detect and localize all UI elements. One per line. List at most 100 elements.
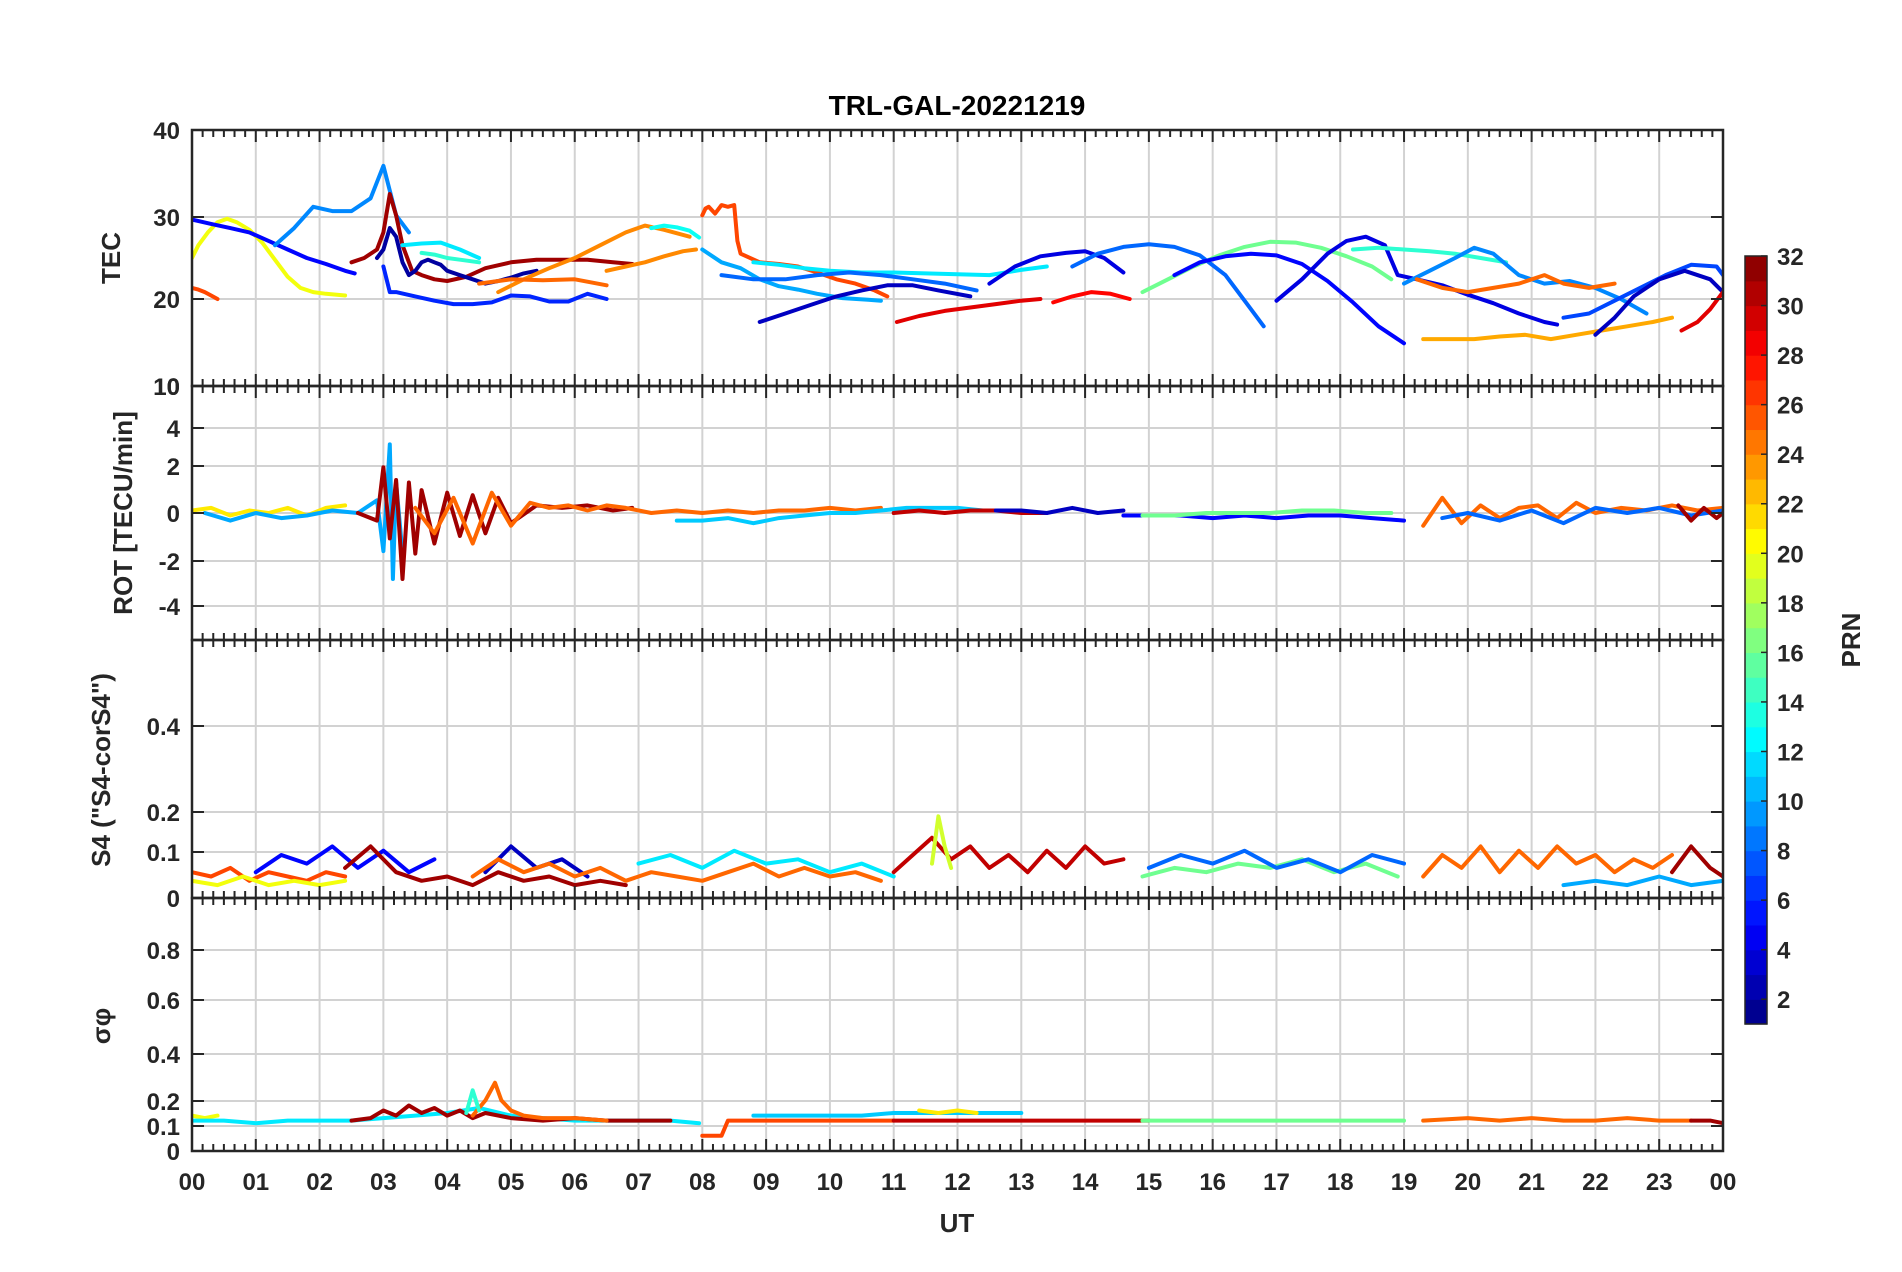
y-tick-label: 0.1 xyxy=(147,1114,180,1141)
colorbar-band xyxy=(1745,999,1767,1025)
colorbar-band xyxy=(1745,751,1767,777)
y-tick-label: 0.2 xyxy=(147,1089,180,1116)
x-tick-label: 00 xyxy=(1710,1169,1737,1196)
series-line-prn-12 xyxy=(636,848,896,879)
x-tick-label: 04 xyxy=(434,1169,461,1196)
colorbar-tick-label: 14 xyxy=(1777,690,1804,717)
x-axis: 00 01 02 03 04 05 06 07 08 09 10 11 12 13 14 15 16 17 18 19… xyxy=(179,1169,1737,1196)
series-line-prn-29 xyxy=(1679,290,1723,333)
series-line-prn-26 xyxy=(700,203,890,299)
panel-4: 0.8 0.6 0.4 0.20.10 σφ xyxy=(86,896,1725,1166)
series-line-prn-4 xyxy=(987,249,1126,286)
series-line-prn-20 xyxy=(192,216,348,298)
series-line-prn-3 xyxy=(993,505,1126,515)
colorbar-label: PRN xyxy=(1836,613,1866,668)
y-tick-label: 20 xyxy=(153,287,180,314)
colorbar-band xyxy=(1745,677,1767,703)
colorbar-band xyxy=(1745,627,1767,653)
series-line-prn-25 xyxy=(470,857,883,883)
colorbar-band xyxy=(1745,578,1767,604)
series-line-prn-11 xyxy=(674,505,985,526)
y-tick-label: 2 xyxy=(167,454,180,481)
colorbar-band xyxy=(1745,726,1767,753)
colorbar-tick-label: 8 xyxy=(1777,839,1790,866)
colorbar-band xyxy=(1745,429,1767,455)
y-tick-label: 0 xyxy=(167,501,180,528)
y-axis-label: TEC xyxy=(96,232,126,284)
colorbar-band xyxy=(1745,652,1767,678)
series-line-prn-10 xyxy=(202,442,405,581)
x-tick-label: 11 xyxy=(881,1169,906,1196)
x-tick-label: 06 xyxy=(561,1169,588,1196)
series-group xyxy=(192,163,1723,346)
y-tick-label: 30 xyxy=(153,205,180,232)
series-line-prn-6 xyxy=(381,264,609,307)
x-tick-label: 13 xyxy=(1008,1169,1035,1196)
colorbar-band xyxy=(1745,776,1767,802)
x-tick-label: 10 xyxy=(817,1169,844,1196)
colorbar-band xyxy=(1745,801,1767,827)
series-group xyxy=(192,814,1723,888)
chart-title: TRL-GAL-20221219 xyxy=(829,90,1086,121)
series-line-prn-25 xyxy=(1414,273,1617,295)
series-line-prn-14 xyxy=(419,250,482,265)
x-tick-label: 02 xyxy=(306,1169,333,1196)
x-tick-label: 00 xyxy=(179,1169,206,1196)
colorbar-tick-label: 16 xyxy=(1777,640,1804,667)
series-line-prn-5 xyxy=(1172,251,1406,346)
colorbar-band xyxy=(1745,900,1767,926)
series-line-prn-16 xyxy=(1140,508,1394,518)
colorbar-tick-label: 18 xyxy=(1777,591,1804,618)
colorbar-band xyxy=(1745,974,1767,1000)
x-tick-label: 07 xyxy=(625,1169,652,1196)
series-line-prn-20 xyxy=(192,1113,220,1121)
series-line-prn-26 xyxy=(192,865,348,883)
series-line-prn-3 xyxy=(1593,268,1723,337)
series-line-prn-25 xyxy=(413,490,883,546)
y-tick-label: 0.8 xyxy=(147,938,180,965)
x-tick-label: 09 xyxy=(753,1169,780,1196)
y-tick-label: 0.4 xyxy=(147,714,181,741)
series-line-prn-12 xyxy=(751,260,1049,278)
colorbar-band xyxy=(1745,875,1767,901)
series-line-prn-20 xyxy=(192,874,348,888)
panel-3: 0.4 0.2 0.1 0 S4 ("S4-corS4") xyxy=(86,638,1725,913)
series-group xyxy=(192,442,1723,581)
series-line-prn-8 xyxy=(719,270,979,293)
series-line-prn-25 xyxy=(477,277,609,288)
colorbar-band xyxy=(1745,454,1767,480)
series-line-prn-19 xyxy=(930,814,954,870)
series-line-prn-8 xyxy=(1070,242,1266,329)
y-axis-label: ROT [TECU/min] xyxy=(108,411,138,615)
x-axis-label: UT xyxy=(940,1208,975,1238)
series-line-prn-30 xyxy=(891,835,1126,875)
colorbar-tick-label: 22 xyxy=(1777,492,1804,519)
series-line-prn-21 xyxy=(192,503,348,518)
y-tick-label: 10 xyxy=(153,374,180,401)
colorbar-band xyxy=(1745,280,1767,307)
series-line-prn-10 xyxy=(700,247,883,303)
y-tick-label: 0 xyxy=(167,886,180,913)
x-tick-label: 18 xyxy=(1327,1169,1354,1196)
panel-1: 40 30 20 10 TEC xyxy=(96,118,1725,401)
series-line-prn-8 xyxy=(1440,505,1723,526)
colorbar-band xyxy=(1745,528,1767,554)
colorbar-tick-label: 26 xyxy=(1777,393,1804,420)
series-line-prn-26 xyxy=(192,285,220,301)
series-line-prn-5 xyxy=(253,844,437,875)
colorbar-tick-label: 6 xyxy=(1777,888,1790,915)
series-line-prn-31 xyxy=(349,192,635,283)
series-line-prn-31 xyxy=(1676,503,1723,523)
panel-2: 10 4 2 0 -2 -4 ROT [TECU/min] xyxy=(108,374,1725,642)
y-tick-label: -2 xyxy=(159,549,180,576)
x-tick-label: 21 xyxy=(1518,1169,1545,1196)
y-tick-label: 0.2 xyxy=(147,800,180,827)
colorbar-tick-label: 24 xyxy=(1777,442,1804,469)
x-tick-label: 08 xyxy=(689,1169,716,1196)
colorbar-band xyxy=(1745,256,1767,282)
series-line-prn-5 xyxy=(192,217,357,276)
series-line-prn-26 xyxy=(700,1118,896,1138)
y-axis-label: S4 ("S4-corS4") xyxy=(86,673,116,867)
x-tick-label: 22 xyxy=(1582,1169,1609,1196)
